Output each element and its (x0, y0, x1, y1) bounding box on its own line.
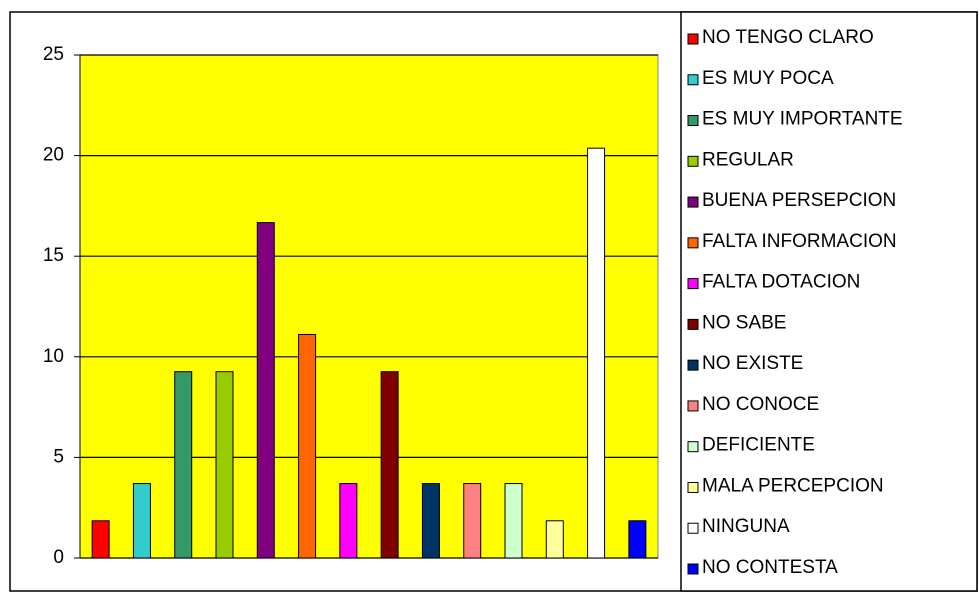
bar (339, 483, 358, 559)
legend-box (680, 11, 978, 592)
legend-swatch (687, 115, 699, 127)
y-tick-label: 10 (43, 346, 64, 367)
bar (545, 520, 564, 559)
legend-label: DEFICIENTE (702, 435, 815, 456)
plot-area (79, 54, 659, 559)
y-tick-label: 0 (53, 547, 64, 568)
legend-swatch (687, 237, 699, 249)
bar (174, 371, 193, 559)
legend-label: NO CONTESTA (702, 557, 838, 578)
legend-swatch (687, 359, 699, 371)
legend-label: MALA PERCEPCION (702, 475, 884, 496)
y-tick-label: 20 (43, 145, 64, 166)
legend-label: ES MUY POCA (702, 68, 834, 89)
bar (628, 520, 647, 559)
legend-swatch (687, 278, 699, 290)
y-tick-label: 25 (43, 44, 64, 65)
y-tick-label: 5 (53, 446, 64, 467)
bar (215, 371, 234, 559)
bar (91, 520, 110, 559)
legend-label: NINGUNA (702, 516, 790, 537)
bar (298, 333, 317, 559)
legend-label: ES MUY IMPORTANTE (702, 109, 903, 130)
y-tick-label: 15 (43, 245, 64, 266)
legend-swatch (687, 563, 699, 575)
legend-label: NO CONOCE (702, 394, 819, 415)
legend-swatch (687, 481, 699, 493)
bar (380, 371, 399, 559)
legend-label: REGULAR (702, 149, 794, 170)
legend-swatch (687, 522, 699, 534)
legend-label: FALTA INFORMACION (702, 231, 897, 252)
legend-label: BUENA PERSEPCION (702, 190, 896, 211)
bar (587, 147, 606, 559)
bar (504, 483, 523, 559)
bar (421, 483, 440, 559)
bar (132, 483, 151, 559)
bar (256, 222, 275, 559)
legend-swatch (687, 33, 699, 45)
legend-label: NO SABE (702, 312, 786, 333)
legend-swatch (687, 155, 699, 167)
legend-swatch (687, 441, 699, 453)
bar (463, 483, 482, 559)
legend-swatch (687, 400, 699, 412)
legend-swatch (687, 74, 699, 86)
legend-label: NO TENGO CLARO (702, 27, 874, 48)
legend-label: FALTA DOTACION (702, 272, 860, 293)
legend-swatch (687, 196, 699, 208)
legend-label: NO EXISTE (702, 353, 803, 374)
legend-swatch (687, 318, 699, 330)
